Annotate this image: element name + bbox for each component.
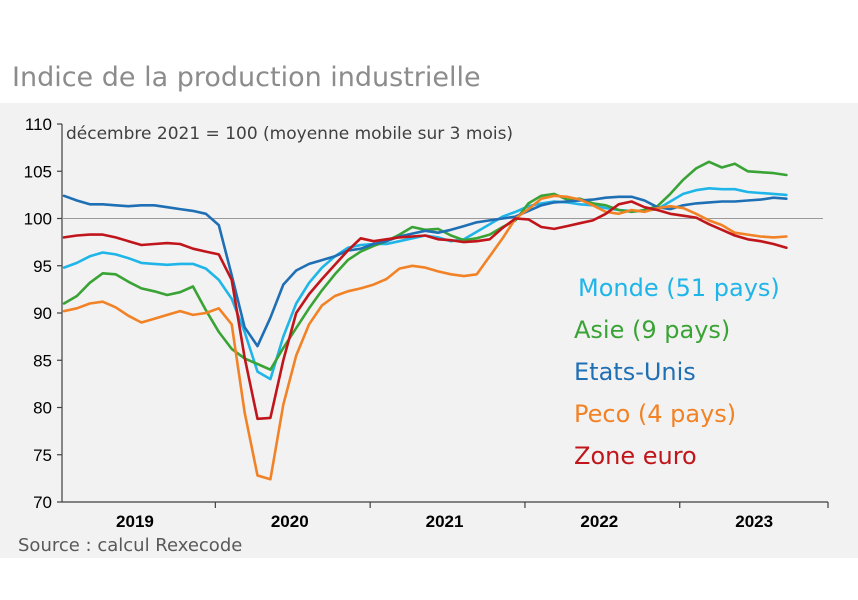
series-line-zone_euro	[62, 200, 788, 421]
y-tick-label: 100	[24, 210, 52, 229]
y-tick-label: 110	[25, 115, 52, 134]
legend-item-zone_euro: Zone euro	[574, 442, 697, 470]
y-tick-label: 95	[33, 257, 52, 276]
x-year-label: 2022	[580, 512, 618, 531]
x-year-label: 2019	[116, 512, 154, 531]
x-year-label: 2021	[426, 512, 464, 531]
legend-item-monde: Monde (51 pays)	[578, 274, 780, 302]
y-tick-label: 105	[24, 162, 52, 181]
x-year-label: 2020	[271, 512, 309, 531]
series-line-peco	[62, 194, 788, 481]
chart-panel	[0, 103, 858, 558]
series-line-etats_unis	[62, 194, 788, 348]
axes: 70 75 80 85 90 95 100 105 110 2019 2020 2021 2022 202…	[24, 115, 829, 531]
y-tick-label: 90	[33, 304, 52, 323]
series-lines	[62, 160, 788, 481]
source-note: Source : calcul Rexecode	[18, 535, 243, 556]
y-tick-label: 70	[33, 493, 52, 512]
legend-item-peco: Peco (4 pays)	[574, 400, 736, 428]
chart-title: Indice de la production industrielle	[12, 62, 481, 93]
y-tick-label: 75	[33, 446, 52, 465]
legend: Monde (51 pays) Asie (9 pays) Etats-Unis Pe…	[574, 274, 780, 470]
x-year-label: 2023	[735, 512, 773, 531]
legend-item-etats_unis: Etats-Unis	[574, 358, 696, 386]
y-tick-label: 80	[33, 399, 52, 418]
y-tick-label: 85	[33, 351, 52, 370]
chart-subtitle: décembre 2021 = 100 (moyenne mobile sur …	[66, 124, 513, 144]
legend-item-asie: Asie (9 pays)	[574, 316, 730, 344]
